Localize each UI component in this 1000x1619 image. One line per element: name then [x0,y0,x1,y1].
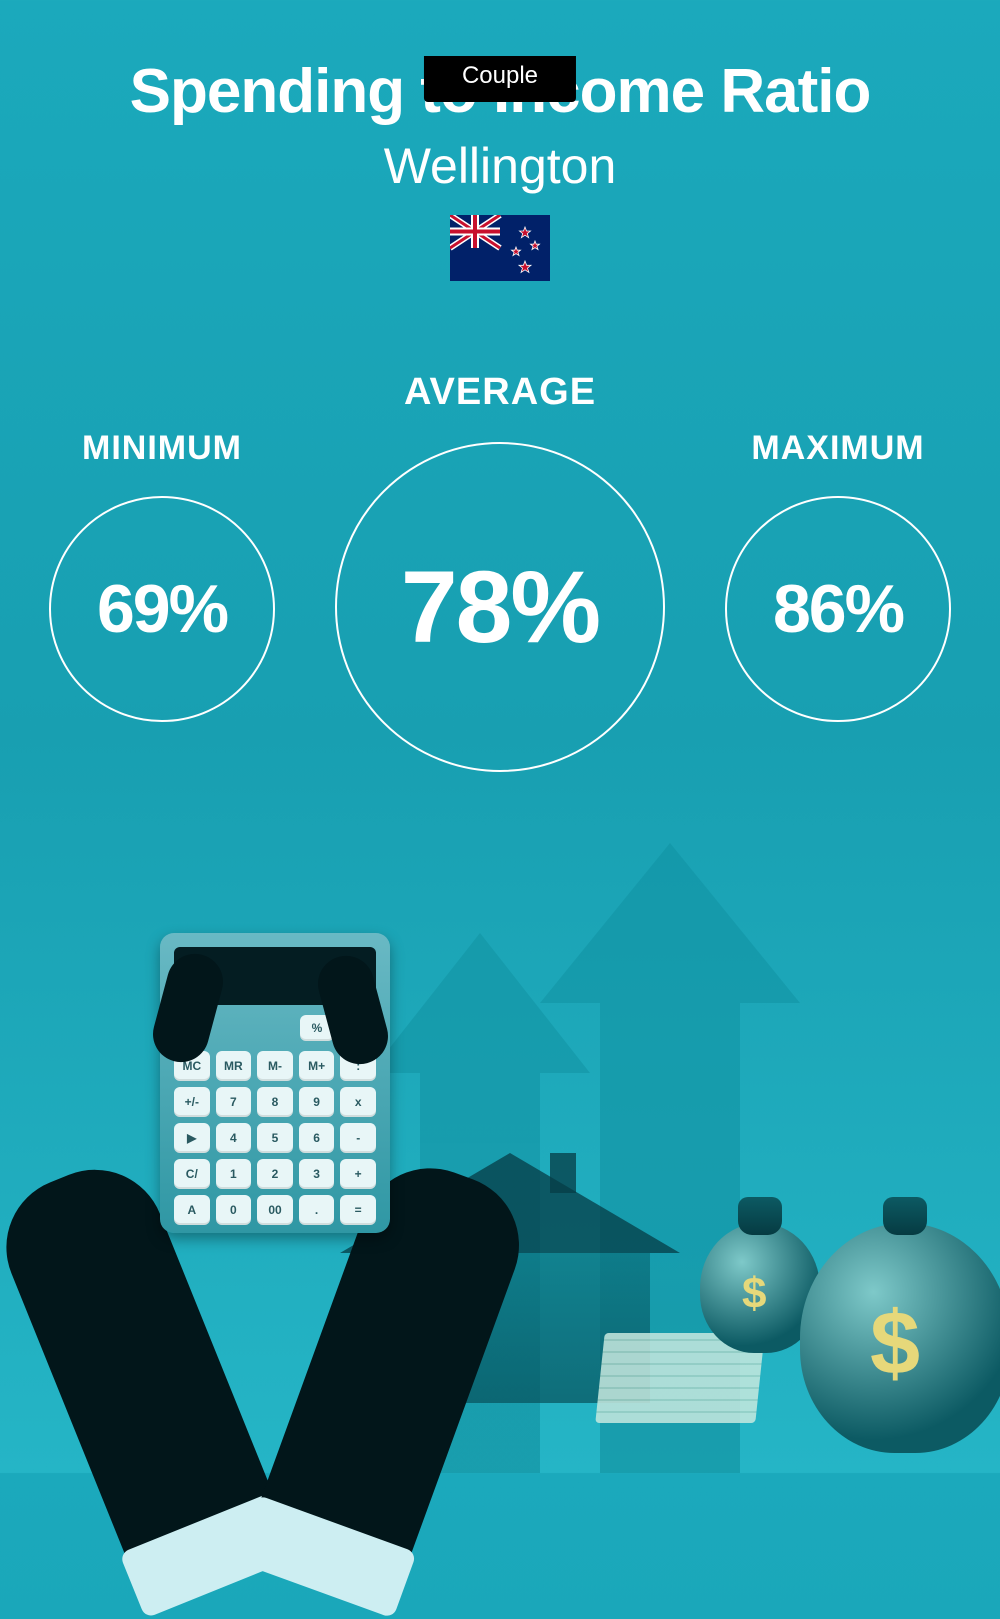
calculator-key: 00 [257,1195,293,1225]
calculator-key: ▶ [174,1123,210,1153]
bottom-illustration: $ $ %MU MCMRM-M+:+/-789x▶456-C/123+A000.… [0,823,1000,1473]
money-bag-icon: $ [700,1223,820,1353]
stat-maximum-value: 86% [773,570,903,648]
stat-minimum: MINIMUM 69% [49,371,275,722]
calculator-key: 3 [299,1159,335,1189]
calculator-key: MR [216,1051,252,1081]
stat-maximum: MAXIMUM 86% [725,371,951,722]
dollar-sign-icon: $ [742,1269,766,1319]
right-hand-icon [241,1149,538,1608]
calculator-key: - [340,1123,376,1153]
stat-average-circle: 78% [335,442,665,772]
left-thumb-icon [147,948,230,1069]
stat-minimum-label: MINIMUM [82,429,242,468]
calculator-key: MU [342,1015,376,1041]
calculator-key: % [300,1015,334,1041]
house-icon [340,1163,680,1403]
calculator-key: 8 [257,1087,293,1117]
calculator-key: C/ [174,1159,210,1189]
calculator-screen [174,947,376,1005]
calculator-key: +/- [174,1087,210,1117]
stat-average-label: AVERAGE [404,371,596,414]
cash-stack-icon [595,1333,764,1423]
up-arrow-icon [420,1073,540,1473]
stat-minimum-circle: 69% [49,496,275,722]
calculator-key: x [340,1087,376,1117]
right-thumb-icon [312,950,395,1071]
dollar-sign-icon: $ [870,1293,920,1396]
flag-container [0,215,1000,281]
calculator-key: M- [257,1051,293,1081]
calculator-key: = [340,1195,376,1225]
calculator-key: A [174,1195,210,1225]
calculator-key: 7 [216,1087,252,1117]
calculator-key: 6 [299,1123,335,1153]
stat-maximum-circle: 86% [725,496,951,722]
calculator-keypad: MCMRM-M+:+/-789x▶456-C/123+A000.= [174,1051,376,1225]
calculator-key: 2 [257,1159,293,1189]
calculator-special-row: % MU [174,1015,376,1041]
stat-average: AVERAGE 78% [335,371,665,772]
left-hand-icon [0,1149,295,1608]
calculator-key: MC [174,1051,210,1081]
calculator-key: : [340,1051,376,1081]
calculator-key: 9 [299,1087,335,1117]
stat-maximum-label: MAXIMUM [751,429,924,468]
calculator-key: 0 [216,1195,252,1225]
location-subtitle: Wellington [0,137,1000,195]
money-bag-icon: $ [800,1223,1000,1453]
calculator-key: 4 [216,1123,252,1153]
calculator-key: 5 [257,1123,293,1153]
calculator-key: M+ [299,1051,335,1081]
calculator-key: + [340,1159,376,1189]
calculator-key: 1 [216,1159,252,1189]
category-tag: Couple [424,56,576,102]
stat-average-value: 78% [401,549,599,666]
stats-row: MINIMUM 69% AVERAGE 78% MAXIMUM 86% [0,371,1000,772]
calculator-key: . [299,1195,335,1225]
up-arrow-icon [600,1003,740,1473]
stat-minimum-value: 69% [97,570,227,648]
nz-flag-icon [450,215,550,281]
calculator-icon: %MU MCMRM-M+:+/-789x▶456-C/123+A000.= [160,933,390,1233]
hands-calculator-icon: %MU MCMRM-M+:+/-789x▶456-C/123+A000.= [100,873,460,1473]
